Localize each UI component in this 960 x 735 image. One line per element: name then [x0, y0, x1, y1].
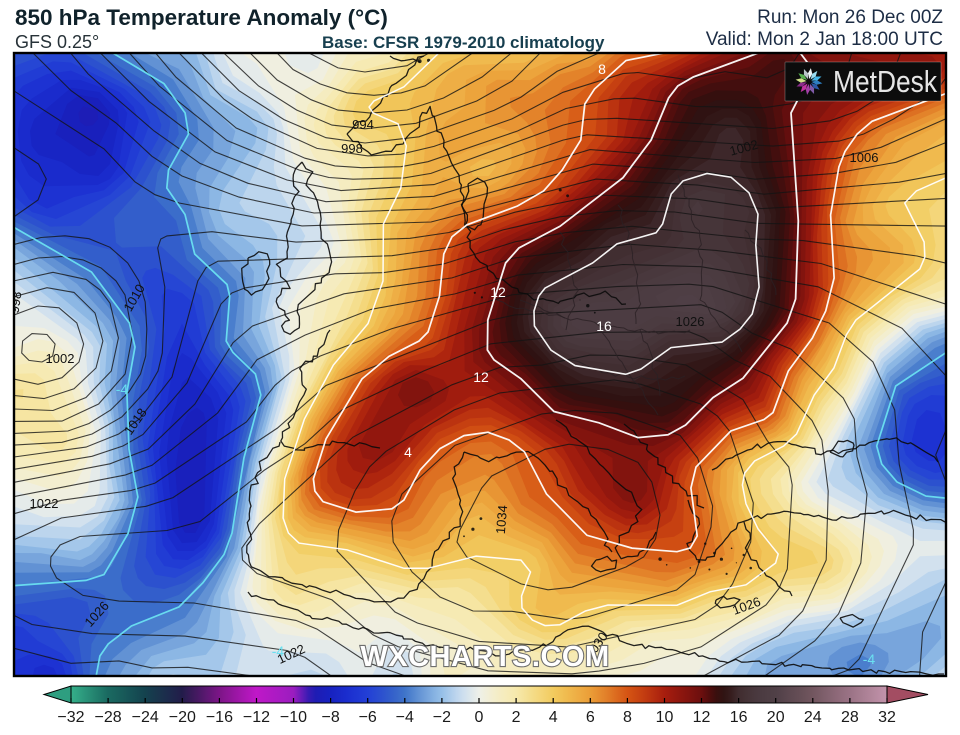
svg-text:-4: -4 [116, 381, 129, 397]
svg-text:16: 16 [730, 709, 748, 726]
svg-text:32: 32 [878, 709, 896, 726]
svg-text:12: 12 [473, 369, 489, 385]
svg-text:−20: −20 [169, 709, 196, 726]
svg-text:−2: −2 [433, 709, 451, 726]
svg-text:-4: -4 [863, 651, 876, 667]
svg-text:−12: −12 [243, 709, 270, 726]
svg-text:−4: −4 [396, 709, 414, 726]
svg-text:−24: −24 [132, 709, 159, 726]
svg-text:1010: 1010 [120, 281, 147, 314]
svg-text:1006: 1006 [850, 150, 879, 165]
svg-text:1002: 1002 [46, 351, 75, 366]
svg-text:12: 12 [693, 709, 711, 726]
svg-text:16: 16 [596, 318, 612, 334]
svg-text:1002: 1002 [728, 137, 760, 159]
svg-text:1034: 1034 [493, 505, 510, 535]
svg-text:−16: −16 [206, 709, 233, 726]
svg-text:20: 20 [767, 709, 785, 726]
svg-text:10: 10 [656, 709, 674, 726]
svg-text:6: 6 [586, 709, 595, 726]
svg-text:−10: −10 [280, 709, 307, 726]
svg-text:994: 994 [352, 117, 374, 132]
svg-text:0: 0 [475, 709, 484, 726]
svg-text:WXCHARTS.COM: WXCHARTS.COM [360, 641, 609, 673]
svg-text:4: 4 [404, 444, 412, 460]
svg-text:24: 24 [804, 709, 822, 726]
svg-text:−32: −32 [57, 709, 84, 726]
svg-text:1026: 1026 [730, 594, 762, 618]
svg-text:−28: −28 [95, 709, 122, 726]
svg-text:1026: 1026 [81, 598, 111, 630]
svg-text:-4: -4 [272, 643, 285, 659]
svg-text:1022: 1022 [30, 496, 59, 511]
svg-text:8: 8 [623, 709, 632, 726]
svg-text:2: 2 [512, 709, 521, 726]
svg-text:1018: 1018 [121, 405, 150, 437]
svg-text:12: 12 [490, 284, 506, 300]
svg-text:8: 8 [598, 61, 606, 77]
svg-text:28: 28 [841, 709, 859, 726]
svg-text:4: 4 [549, 709, 558, 726]
svg-text:998: 998 [341, 141, 363, 156]
svg-text:−6: −6 [359, 709, 377, 726]
svg-text:1026: 1026 [676, 314, 705, 329]
svg-text:998: 998 [7, 291, 25, 315]
svg-text:−8: −8 [321, 709, 339, 726]
svg-text:MetDesk: MetDesk [833, 64, 937, 99]
